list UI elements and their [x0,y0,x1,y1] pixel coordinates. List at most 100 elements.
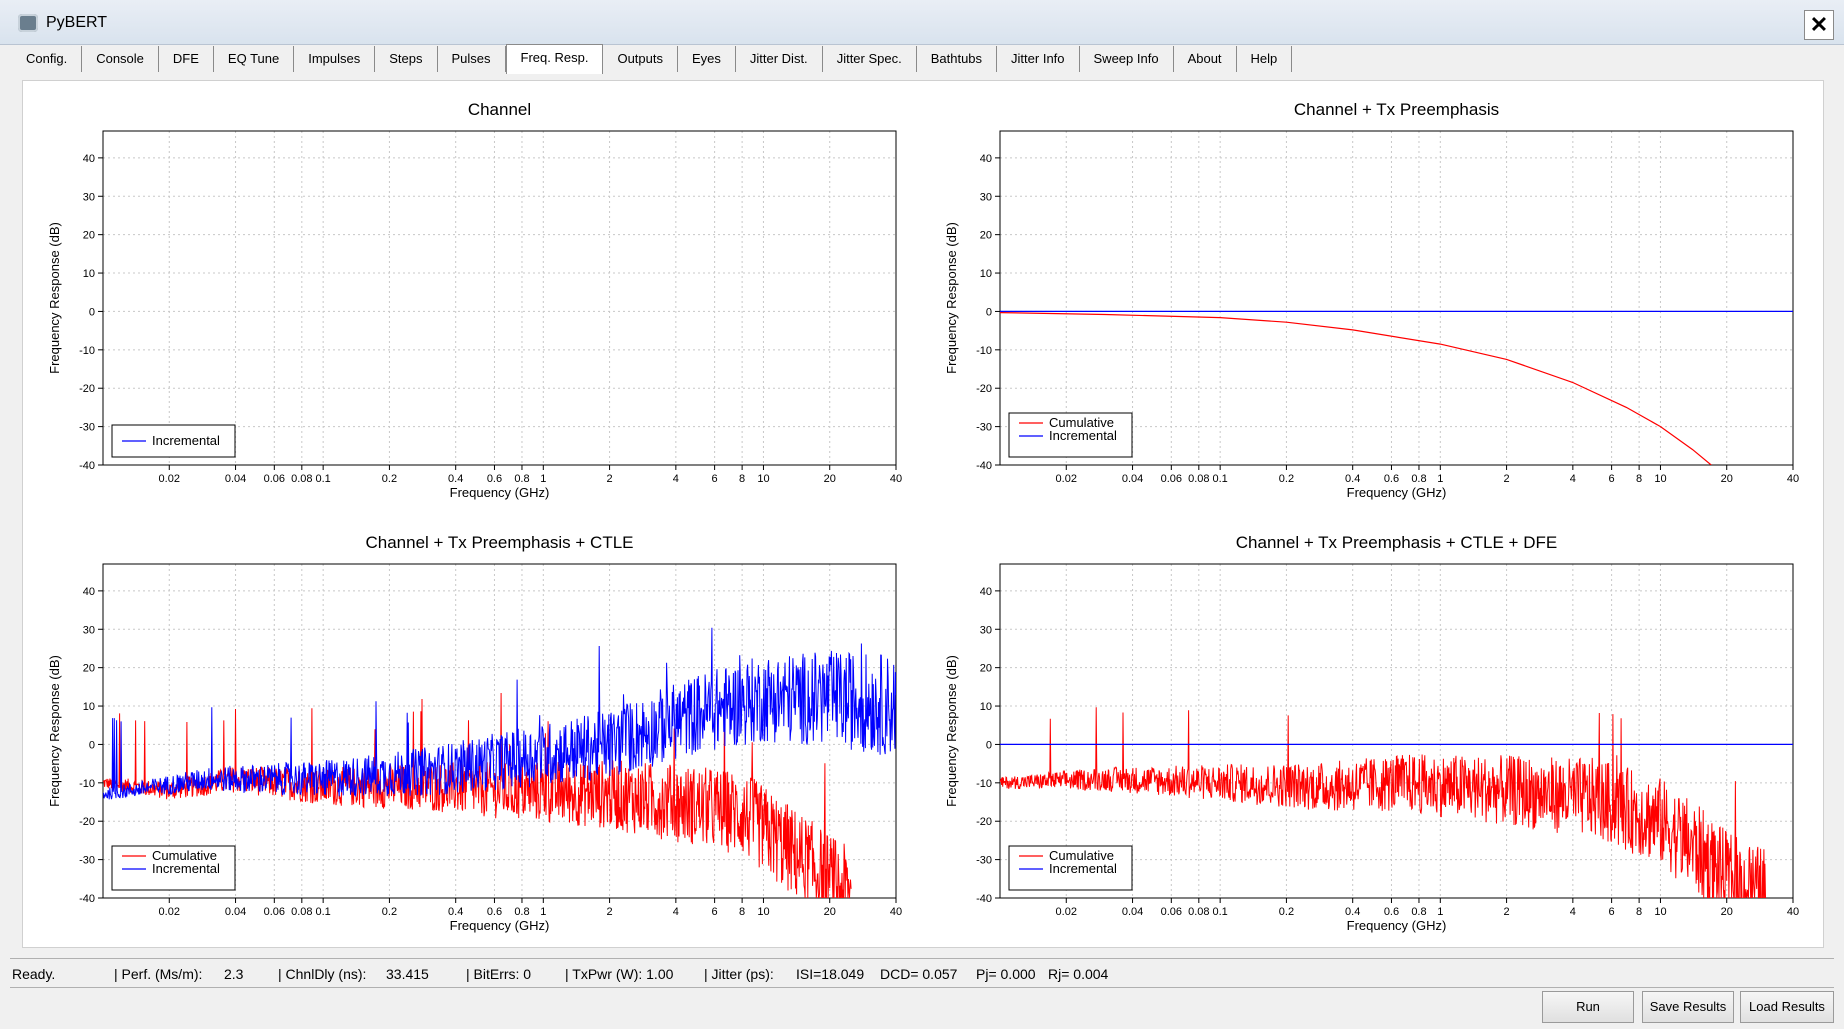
y-tick-label: -20 [976,816,992,828]
app-icon [18,14,38,32]
y-tick-label: 40 [83,153,95,165]
tab-about[interactable]: About [1174,46,1237,72]
x-tick-label: 4 [673,906,679,918]
y-tick-label: 30 [83,191,95,203]
save-results-button[interactable]: Save Results [1642,991,1734,1023]
x-tick-label: 4 [673,473,679,485]
x-tick-label: 2 [607,906,613,918]
x-tick-label: 10 [1654,473,1666,485]
y-tick-label: -30 [79,422,95,434]
jitter-rj: Rj= 0.004 [1048,966,1109,982]
x-tick-label: 2 [1504,473,1510,485]
x-tick-label: 0.1 [1213,906,1228,918]
close-button[interactable]: ✕ [1804,10,1834,40]
jitter-isi: ISI=18.049 [796,966,865,982]
chart-3: 0.02 0.04 0.06 0.08 0.1 0.2 0.4 0.6 0.8 1 2 4 6 8 10 20… [47,533,902,933]
y-tick-label: -10 [976,345,992,357]
tab-console[interactable]: Console [82,46,159,72]
chart-1: 0.02 0.04 0.06 0.08 0.1 0.2 0.4 0.6 0.8 1 2 4 6 8 10 20… [47,100,902,500]
plot-panel: 0.02 0.04 0.06 0.08 0.1 0.2 0.4 0.6 0.8 1 2 4 6 8 10 20… [22,80,1824,948]
y-tick-label: 40 [83,586,95,598]
window-title: PyBERT [46,14,108,31]
biterrs: | BitErrs: 0 [466,966,532,982]
tab-eyes[interactable]: Eyes [678,46,736,72]
x-tick-label: 1 [540,473,546,485]
tab-pulses[interactable]: Pulses [438,46,506,72]
x-tick-label: 1 [1437,473,1443,485]
legend-label-incremental: Incremental [1049,861,1117,876]
x-tick-label: 2 [607,473,613,485]
perf-label: | Perf. (Ms/m): [114,966,203,982]
x-tick-label: 0.1 [1213,473,1228,485]
status-ready: Ready. [12,966,56,982]
x-tick-label: 0.1 [316,906,331,918]
x-tick-label: 0.8 [514,906,529,918]
x-tick-label: 8 [1636,906,1642,918]
y-tick-label: 10 [83,701,95,713]
chnldly-value: 33.415 [386,966,429,982]
y-tick-label: 20 [83,230,95,242]
tab-impulses[interactable]: Impulses [294,46,376,72]
x-tick-label: 10 [757,473,769,485]
x-tick-label: 0.06 [1161,906,1182,918]
x-tick-label: 0.02 [159,473,180,485]
y-tick-label: 40 [980,153,992,165]
x-tick-label: 40 [1787,906,1799,918]
tab-config[interactable]: Config. [12,46,83,72]
x-tick-label: 6 [1609,906,1615,918]
txpwr: | TxPwr (W): 1.00 [565,966,674,982]
x-tick-label: 4 [1570,473,1576,485]
y-tick-label: 20 [83,663,95,675]
legend-label-cumulative: Cumulative [152,848,217,863]
tab-dfe[interactable]: DFE [159,46,214,72]
chart-4: 0.02 0.04 0.06 0.08 0.1 0.2 0.4 0.6 0.8 1 2 4 6 8 10 20… [944,533,1799,933]
y-axis-label: Frequency Response (dB) [944,655,959,807]
tab-jitter-info[interactable]: Jitter Info [997,46,1080,72]
tab-help[interactable]: Help [1237,46,1293,72]
x-tick-label: 0.8 [1411,473,1426,485]
x-tick-label: 0.6 [1384,906,1399,918]
tab-steps[interactable]: Steps [375,46,438,72]
x-tick-label: 40 [1787,473,1799,485]
jitter-label: | Jitter (ps): [704,966,774,982]
tab-freq-resp[interactable]: Freq. Resp. [505,44,604,74]
jitter-dcd: DCD= 0.057 [880,966,958,982]
chart-title: Channel + Tx Preemphasis + CTLE [365,533,633,552]
x-tick-label: 0.2 [382,473,397,485]
y-tick-label: -30 [976,422,992,434]
x-tick-label: 0.04 [1122,906,1143,918]
y-tick-label: -30 [976,855,992,867]
chart-title: Channel + Tx Preemphasis + CTLE + DFE [1236,533,1557,552]
x-tick-label: 0.08 [1188,906,1209,918]
y-tick-label: 30 [980,624,992,636]
tab-bathtubs[interactable]: Bathtubs [917,46,998,72]
x-axis-label: Frequency (GHz) [450,918,550,933]
x-tick-label: 0.08 [1188,473,1209,485]
x-tick-label: 0.1 [316,473,331,485]
x-tick-label: 6 [712,906,718,918]
load-results-button[interactable]: Load Results [1740,991,1834,1023]
x-tick-label: 10 [757,906,769,918]
legend-label-incremental: Incremental [1049,428,1117,443]
tab-jitter-spec[interactable]: Jitter Spec. [823,46,917,72]
x-tick-label: 20 [824,906,836,918]
y-tick-label: 40 [980,586,992,598]
y-tick-label: 30 [83,624,95,636]
tab-jitter-dist[interactable]: Jitter Dist. [736,46,823,72]
y-tick-label: 0 [89,306,95,318]
x-tick-label: 4 [1570,906,1576,918]
legend-box [1008,412,1133,458]
x-tick-label: 0.2 [382,906,397,918]
tab-outputs[interactable]: Outputs [603,46,678,72]
tab-eq-tune[interactable]: EQ Tune [214,46,295,72]
y-axis-label: Frequency Response (dB) [47,222,62,374]
x-tick-label: 0.06 [264,473,285,485]
x-tick-label: 0.2 [1279,906,1294,918]
run-button[interactable]: Run [1542,991,1634,1023]
x-tick-label: 20 [1721,473,1733,485]
y-axis-label: Frequency Response (dB) [944,222,959,374]
chart-title: Channel [468,100,531,119]
tab-sweep-info[interactable]: Sweep Info [1080,46,1174,72]
tab-bar: Config. Console DFE EQ Tune Impulses Steps Pul… [12,44,1293,74]
y-tick-label: -40 [79,460,95,472]
